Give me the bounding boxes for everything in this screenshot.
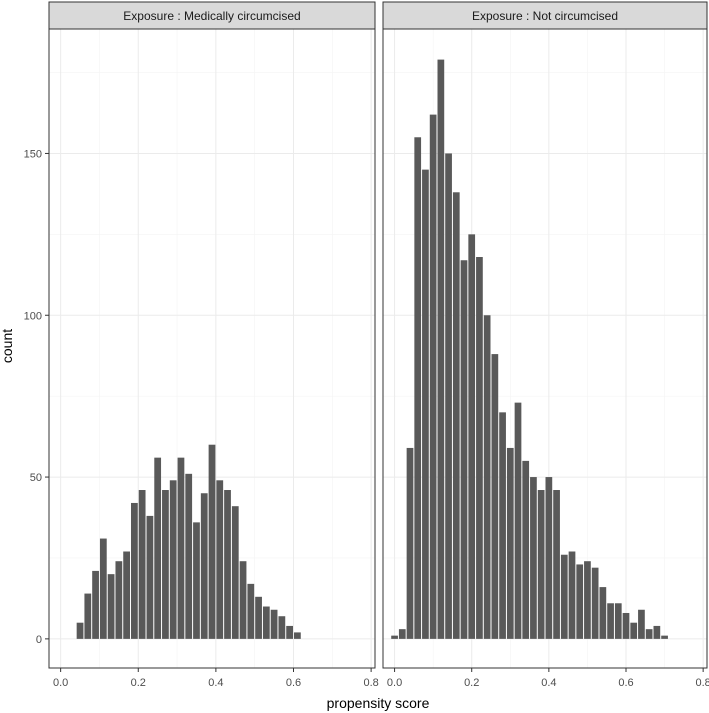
histogram-bar bbox=[391, 635, 398, 639]
facet-panel-1: Exposure : Medically circumcised 0.0 0.2 0.… bbox=[24, 1, 379, 689]
histogram-bar bbox=[553, 490, 560, 639]
histogram-bar bbox=[460, 260, 468, 639]
facet-strip bbox=[48, 1, 376, 30]
histogram-bar bbox=[591, 567, 599, 639]
histogram-bar bbox=[645, 629, 653, 639]
histogram-bar bbox=[76, 622, 84, 639]
histogram-bar bbox=[162, 490, 169, 639]
histogram-bar bbox=[491, 354, 499, 639]
histogram-bar bbox=[115, 561, 123, 639]
histogram-bar bbox=[530, 477, 537, 639]
histogram-bar bbox=[185, 473, 193, 639]
histogram-bar bbox=[398, 629, 406, 639]
histogram-bar bbox=[270, 609, 278, 639]
histogram-bar bbox=[576, 564, 584, 639]
y-tick-label: 50 bbox=[30, 472, 42, 484]
histogram-bar bbox=[99, 538, 107, 639]
histogram-bar bbox=[239, 561, 247, 639]
histogram-bar bbox=[123, 551, 130, 639]
y-tick-label: 100 bbox=[24, 310, 42, 322]
histogram-bar bbox=[406, 447, 414, 639]
histogram-bar bbox=[483, 315, 491, 639]
histogram-bar bbox=[638, 609, 645, 639]
histogram-bar bbox=[414, 137, 422, 639]
histogram-bar bbox=[278, 616, 286, 639]
histogram-bar bbox=[661, 635, 668, 639]
facet-strip-label: Exposure : Medically circumcised bbox=[123, 9, 300, 23]
histogram-bar bbox=[92, 570, 99, 639]
histogram-bar bbox=[131, 502, 138, 639]
histogram-bar bbox=[286, 625, 293, 639]
histogram-bar bbox=[599, 587, 607, 639]
histogram-bar bbox=[568, 551, 576, 639]
histogram-bar bbox=[468, 234, 476, 639]
histogram-bar bbox=[545, 477, 553, 639]
histogram-bar bbox=[607, 603, 614, 639]
histogram-bar bbox=[437, 59, 445, 639]
histogram-bar bbox=[169, 480, 177, 639]
x-axis-title: propensity score bbox=[327, 695, 430, 711]
histogram-bar bbox=[560, 554, 568, 639]
histogram-bar bbox=[200, 493, 208, 639]
histogram-bar bbox=[216, 480, 224, 639]
histogram-bar bbox=[138, 490, 146, 639]
histogram-bar bbox=[84, 593, 92, 639]
histogram-bar bbox=[476, 257, 483, 639]
x-tick-label: 0.4 bbox=[541, 677, 556, 689]
facet-strip bbox=[382, 1, 708, 30]
histogram-bar bbox=[499, 412, 506, 639]
facet-panels: Exposure : Medically circumcised 0.0 0.2 0.… bbox=[24, 1, 709, 689]
histogram-bar bbox=[614, 603, 622, 639]
histogram-bar bbox=[422, 169, 429, 639]
x-tick-label: 0.0 bbox=[387, 677, 402, 689]
histogram-bar bbox=[255, 596, 262, 639]
histogram-bar bbox=[506, 447, 514, 639]
histogram-bar bbox=[208, 444, 216, 639]
histogram-bar bbox=[193, 522, 200, 639]
histogram-bar bbox=[107, 574, 115, 639]
x-tick-label: 0.4 bbox=[208, 677, 223, 689]
x-tick-label: 0.2 bbox=[464, 677, 479, 689]
histogram-bar bbox=[247, 583, 255, 639]
y-tick-label: 0 bbox=[36, 634, 42, 646]
histogram-bar bbox=[224, 490, 231, 639]
histogram-bar bbox=[294, 632, 301, 639]
histogram-bar bbox=[653, 625, 661, 639]
y-tick-label: 150 bbox=[24, 148, 42, 160]
histogram-bar bbox=[262, 606, 270, 639]
x-tick-label: 0.2 bbox=[131, 677, 146, 689]
histogram-bar bbox=[177, 457, 185, 639]
histogram-bar bbox=[630, 622, 638, 639]
histogram-bar bbox=[231, 506, 239, 639]
histogram-bar bbox=[514, 402, 522, 639]
facet-panel-2: Exposure : Not circumcised 0.0 0.2 0.4 0.6 0.… bbox=[382, 1, 709, 689]
panel-background bbox=[383, 24, 707, 668]
x-tick-label: 0.0 bbox=[53, 677, 68, 689]
histogram-bar bbox=[146, 515, 154, 639]
facet-strip-label: Exposure : Not circumcised bbox=[472, 9, 618, 23]
histogram-bar bbox=[537, 490, 545, 639]
histogram-bar bbox=[154, 457, 162, 639]
x-tick-label: 0.8 bbox=[695, 677, 709, 689]
x-tick-label: 0.6 bbox=[618, 677, 633, 689]
x-tick-label: 0.6 bbox=[286, 677, 301, 689]
y-axis-title: count bbox=[0, 329, 15, 363]
histogram-bar bbox=[452, 192, 460, 639]
histogram-bar bbox=[522, 460, 530, 639]
histogram-bar bbox=[445, 153, 452, 639]
histogram-bar bbox=[429, 114, 437, 639]
histogram-bar bbox=[622, 612, 630, 639]
histogram-bar bbox=[584, 561, 591, 639]
x-tick-label: 0.8 bbox=[363, 677, 378, 689]
